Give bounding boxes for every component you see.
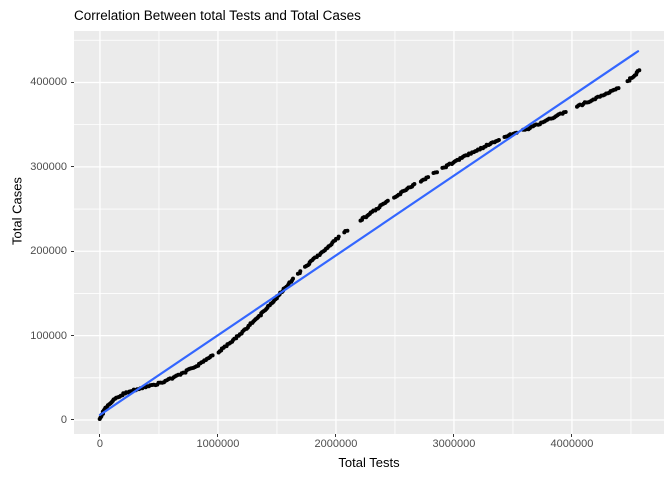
x-tick-label: 0 <box>96 438 104 450</box>
data-point <box>298 269 303 274</box>
y-axis-title: Total Cases <box>9 177 25 245</box>
x-tick-label: 4000000 <box>550 438 594 450</box>
y-tick-mark <box>71 166 74 168</box>
x-tick-mark <box>335 434 337 437</box>
y-tick-mark <box>71 335 74 337</box>
data-point <box>336 234 341 239</box>
plot-panel <box>74 31 664 434</box>
data-point <box>385 198 390 203</box>
x-tick-label: 2000000 <box>314 438 358 450</box>
x-tick-mark <box>99 434 101 437</box>
data-point <box>435 170 439 175</box>
data-point <box>291 276 295 281</box>
y-tick-label: 400000 <box>30 76 67 89</box>
y-tick-label: 0 <box>60 413 67 426</box>
y-tick-label: 300000 <box>30 160 67 173</box>
data-point <box>412 182 417 186</box>
x-tick-mark <box>453 434 455 437</box>
data-point <box>496 138 501 142</box>
x-tick-mark <box>571 434 573 437</box>
plot-area <box>74 31 664 434</box>
data-point <box>210 353 215 358</box>
x-axis-title: Total Tests <box>338 455 400 470</box>
y-tick-mark <box>71 419 74 421</box>
x-tick-mark <box>217 434 219 437</box>
data-point <box>563 110 568 114</box>
linear-fit-line <box>98 50 640 417</box>
y-tick-mark <box>71 81 74 83</box>
y-tick-label: 100000 <box>30 329 67 342</box>
y-tick-label: 200000 <box>30 245 67 258</box>
scatter-series <box>97 68 642 421</box>
x-tick-label: 1000000 <box>196 438 240 450</box>
data-point <box>426 175 431 180</box>
chart-title: Correlation Between total Tests and Tota… <box>74 8 361 23</box>
x-tick-label: 3000000 <box>432 438 476 450</box>
data-point <box>637 68 642 73</box>
data-point <box>345 228 350 233</box>
y-tick-mark <box>71 250 74 252</box>
data-point <box>616 86 621 91</box>
